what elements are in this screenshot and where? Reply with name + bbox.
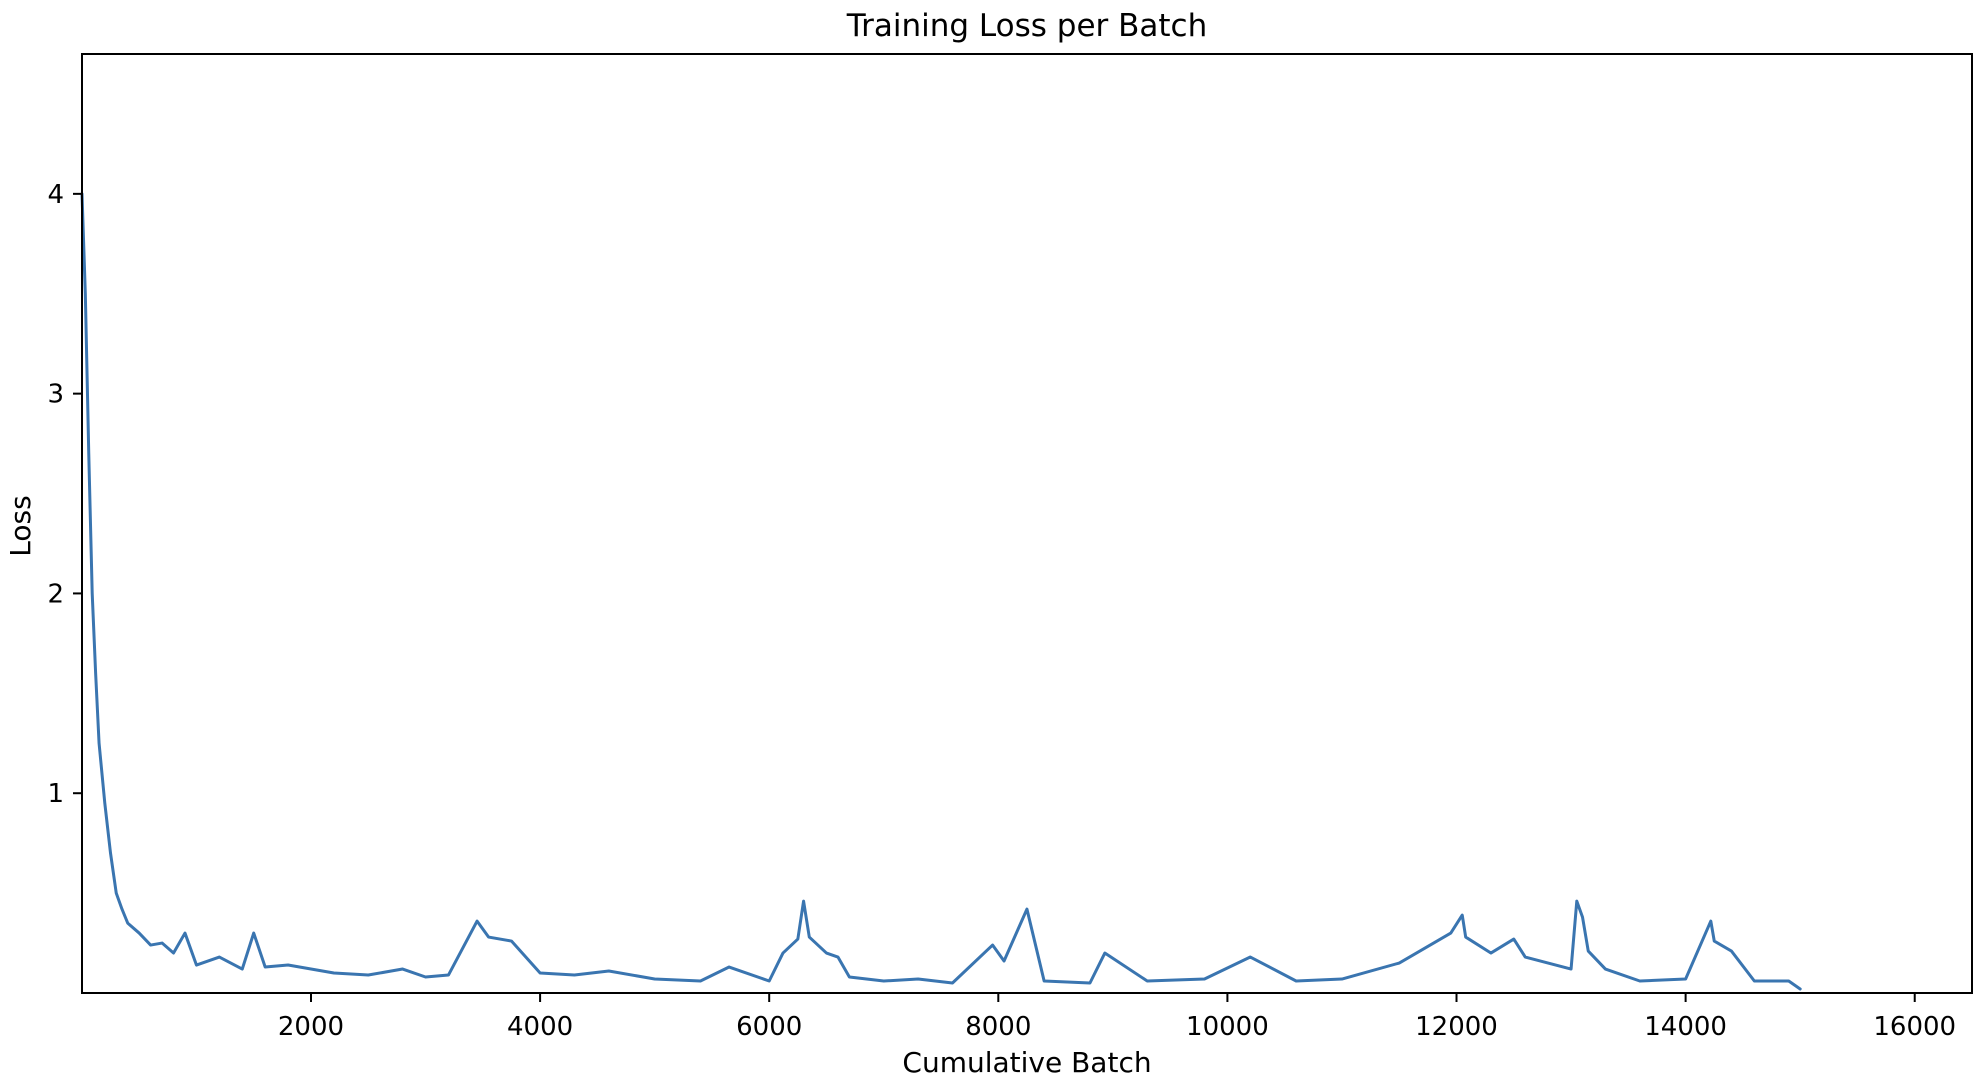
- loss-point-42: [825, 952, 828, 954]
- loss-point-30: [510, 940, 513, 942]
- loss-point-10: [126, 922, 129, 924]
- loss-point-5: [98, 742, 100, 745]
- chart-title: Training Loss per Batch: [846, 8, 1207, 44]
- loss-point-12: [149, 944, 152, 946]
- y-tick-label-0: 1: [47, 779, 64, 809]
- loss-point-31: [539, 972, 541, 974]
- x-tick-label-4: 10000: [1186, 1012, 1269, 1042]
- y-tick-label-1: 2: [47, 579, 64, 609]
- loss-point-6: [103, 802, 106, 805]
- loss-point-32: [573, 974, 576, 976]
- loss-point-68: [1581, 916, 1584, 918]
- y-tick-label-2: 3: [47, 380, 64, 410]
- loss-point-50: [1026, 908, 1028, 910]
- loss-point-55: [1203, 978, 1206, 980]
- loss-point-26: [424, 976, 427, 978]
- loss-point-54: [1146, 980, 1149, 982]
- loss-point-25: [401, 968, 404, 970]
- plot-layer: [80, 192, 1802, 991]
- loss-point-38: [782, 952, 784, 954]
- loss-point-67: [1575, 900, 1578, 902]
- loss-point-33: [607, 970, 610, 972]
- loss-point-60: [1449, 932, 1452, 934]
- loss-point-72: [1684, 978, 1687, 980]
- loss-point-51: [1043, 980, 1046, 982]
- loss-point-53: [1103, 952, 1106, 954]
- loss-point-41: [808, 936, 811, 938]
- x-tick-label-1: 4000: [507, 1012, 573, 1042]
- loss-point-77: [1787, 980, 1790, 982]
- loss-point-65: [1524, 956, 1527, 958]
- loss-point-2: [87, 452, 90, 455]
- loss-point-19: [252, 932, 255, 934]
- y-axis-label: Loss: [4, 495, 37, 556]
- loss-point-17: [218, 956, 221, 958]
- loss-point-1: [84, 292, 87, 295]
- loss-point-36: [728, 966, 731, 968]
- x-tick-label-2: 6000: [736, 1012, 802, 1042]
- loss-point-59: [1398, 962, 1401, 964]
- y-axis-ticks: 1 2 3 4: [47, 180, 82, 809]
- loss-point-71: [1638, 980, 1641, 982]
- loss-point-40: [802, 900, 805, 902]
- loss-point-28: [476, 920, 478, 922]
- loss-point-4: [94, 672, 97, 675]
- loss-point-44: [848, 976, 851, 978]
- loss-point-73: [1709, 920, 1712, 922]
- loss-point-75: [1730, 950, 1733, 952]
- x-axis-label: Cumulative Batch: [902, 1046, 1151, 1079]
- loss-point-20: [264, 966, 267, 968]
- x-axis-ticks: 2000 4000 6000 8000 10000 12000 14000 16000: [278, 993, 1956, 1042]
- loss-point-15: [184, 932, 186, 934]
- loss-point-49: [1003, 960, 1005, 962]
- loss-point-21: [287, 964, 289, 966]
- x-tick-label-0: 2000: [278, 1012, 344, 1042]
- loss-point-18: [241, 968, 244, 970]
- loss-point-70: [1604, 968, 1607, 970]
- loss-point-39: [796, 938, 799, 940]
- loss-point-52: [1089, 982, 1091, 984]
- loss-point-3: [91, 592, 94, 595]
- y-tick-label-3: 4: [47, 180, 64, 210]
- loss-point-48: [991, 944, 994, 946]
- loss-point-22: [310, 968, 312, 970]
- loss-point-43: [837, 956, 839, 958]
- loss-point-14: [172, 952, 175, 954]
- x-tick-label-7: 16000: [1873, 1012, 1956, 1042]
- loss-point-57: [1295, 980, 1298, 982]
- loss-point-27: [447, 974, 450, 976]
- loss-point-8: [115, 892, 118, 895]
- loss-point-58: [1341, 978, 1343, 980]
- loss-point-56: [1249, 956, 1252, 958]
- loss-point-9: [121, 908, 123, 910]
- x-tick-label-3: 8000: [965, 1012, 1031, 1042]
- loss-point-62: [1464, 936, 1467, 938]
- loss-point-11: [138, 932, 141, 934]
- loss-point-13: [161, 942, 163, 944]
- loss-point-66: [1570, 968, 1572, 970]
- loss-point-16: [195, 964, 198, 966]
- loss-point-7: [109, 852, 112, 855]
- loss-point-76: [1753, 980, 1756, 982]
- loss-point-69: [1587, 950, 1590, 952]
- loss-point-29: [487, 936, 490, 938]
- loss-point-64: [1512, 938, 1515, 940]
- loss-point-46: [917, 978, 920, 980]
- x-tick-label-5: 12000: [1415, 1012, 1498, 1042]
- plot-frame: [81, 53, 1973, 994]
- loss-point-78: [1799, 988, 1802, 990]
- loss-point-74: [1713, 940, 1716, 942]
- loss-point-34: [653, 978, 656, 980]
- loss-point-23: [333, 972, 335, 974]
- loss-point-63: [1489, 952, 1492, 954]
- x-tick-label-6: 14000: [1644, 1012, 1727, 1042]
- loss-point-47: [951, 982, 954, 984]
- loss-point-37: [768, 980, 771, 982]
- loss-point-61: [1461, 914, 1464, 916]
- loss-point-45: [882, 980, 885, 982]
- loss-point-35: [699, 980, 702, 982]
- loss-point-24: [367, 974, 370, 976]
